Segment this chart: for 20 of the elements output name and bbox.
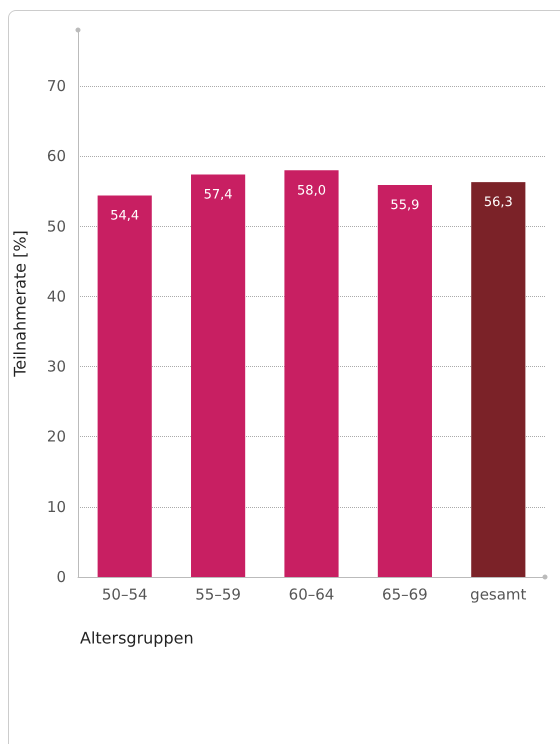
y-tick-label: 0 xyxy=(56,568,66,586)
x-tick-label: 65–69 xyxy=(382,586,428,604)
y-tick-label: 40 xyxy=(46,287,66,306)
x-axis-title: Altersgruppen xyxy=(80,628,194,648)
x-tick-label: gesamt xyxy=(470,586,527,604)
x-tick-label: 50–54 xyxy=(102,586,148,604)
data-label: 58,0 xyxy=(297,183,326,198)
data-label: 54,4 xyxy=(110,208,140,224)
data-label: 56,3 xyxy=(484,195,513,210)
data-label: 55,9 xyxy=(390,198,420,213)
y-tick-label: 60 xyxy=(46,147,66,166)
x-tick-label: 55–59 xyxy=(195,586,241,604)
y-tick-label: 10 xyxy=(46,498,66,516)
y-tick-label: 30 xyxy=(46,358,66,376)
y-tick-label: 50 xyxy=(46,217,66,236)
data-label: 57,4 xyxy=(204,187,233,202)
y-tick-label: 70 xyxy=(46,77,66,96)
y-tick-label: 20 xyxy=(46,428,66,446)
x-tick-label: 60–64 xyxy=(288,586,334,604)
y-axis-title: Teilnahmerate [%] xyxy=(10,230,30,378)
